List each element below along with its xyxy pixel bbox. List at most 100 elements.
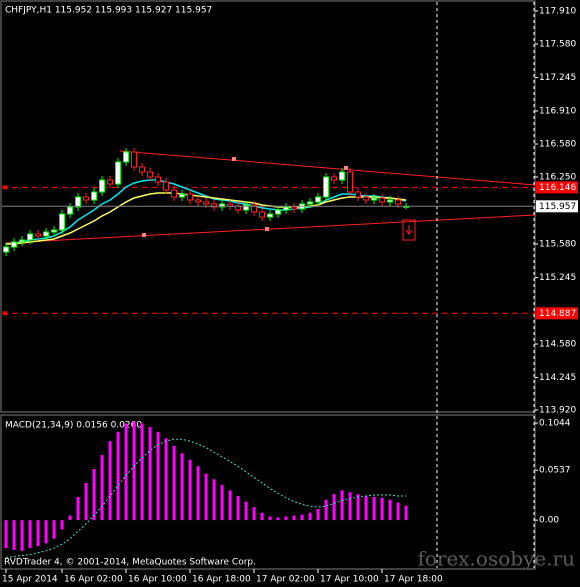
- candle-body: [107, 179, 113, 185]
- macd-bar: [220, 484, 224, 521]
- y-tick-label: 116.910: [539, 107, 576, 117]
- candle-body: [283, 206, 289, 211]
- bid-label-box: [536, 200, 578, 213]
- macd-bar: [372, 496, 376, 521]
- macd-bar: [132, 421, 136, 521]
- macd-bar: [340, 490, 344, 521]
- candle-body: [59, 213, 65, 231]
- candle-body: [315, 196, 321, 203]
- macd-bar: [100, 455, 104, 521]
- candle-body: [203, 201, 209, 205]
- y-tick-label: 115.580: [539, 240, 576, 250]
- level-label-box: [536, 181, 578, 194]
- macd-bar: [308, 512, 312, 521]
- candle-body: [3, 246, 9, 253]
- macd-bar: [4, 520, 8, 549]
- indicator-title: MACD(21,34,9) 0.0156 0.0260: [5, 421, 142, 431]
- macd-bar: [348, 492, 352, 521]
- y-tick-label: 113.920: [539, 406, 576, 416]
- candle-body: [11, 241, 17, 248]
- x-tick-label: 16 Apr 02:00: [64, 575, 123, 585]
- candle-body: [259, 211, 265, 218]
- macd-bar: [236, 495, 240, 521]
- level-label-box: [536, 307, 578, 320]
- macd-pane-border: [0, 414, 536, 570]
- y-tick-label: 115.245: [539, 273, 576, 283]
- trend-anchor: [344, 166, 348, 170]
- macd-bar: [284, 516, 288, 521]
- candle-body: [115, 161, 121, 185]
- y-tick-label: 0.00: [539, 516, 559, 526]
- macd-bar: [188, 459, 192, 521]
- candle-body: [123, 151, 129, 163]
- candle-body: [179, 193, 185, 198]
- candle-body: [363, 196, 369, 201]
- y-tick-label: 117.910: [539, 7, 576, 17]
- macd-bar: [28, 520, 32, 549]
- trend-anchor: [142, 233, 146, 237]
- candle-body: [243, 204, 249, 211]
- level-marker: [3, 185, 7, 190]
- macd-bar: [292, 515, 296, 521]
- x-tick-label: 15 Apr 2014: [2, 575, 58, 585]
- macd-bar: [68, 515, 72, 521]
- x-tick-label: 17 Apr 10:00: [320, 575, 379, 585]
- candle-body: [91, 191, 97, 201]
- candle-body: [307, 201, 313, 205]
- copyright: RVDTrader 4, © 2001-2014, MetaQuotes Sof…: [4, 558, 256, 568]
- candle-body: [163, 181, 169, 191]
- moving-average: [5, 179, 407, 245]
- macd-bar: [92, 469, 96, 521]
- candle-body: [67, 206, 73, 215]
- candle-body: [171, 189, 177, 198]
- y-tick-label: 116.250: [539, 173, 576, 183]
- macd-bar: [60, 520, 64, 530]
- level-label: 114.887: [539, 309, 576, 319]
- x-tick-label: 16 Apr 10:00: [128, 575, 187, 585]
- signal-line: [5, 438, 406, 558]
- candle-body: [219, 203, 225, 208]
- candle-body: [251, 204, 257, 213]
- bid-label: 115.957: [539, 202, 576, 212]
- macd-bar: [124, 423, 128, 521]
- macd-bar: [12, 520, 16, 550]
- candle-body: [355, 191, 361, 198]
- macd-bar: [116, 431, 120, 521]
- candle-body: [35, 233, 41, 237]
- candle-body: [155, 176, 161, 183]
- y-tick-label: 117.580: [539, 40, 576, 50]
- candle-body: [83, 196, 89, 201]
- y-tick-label: 114.580: [539, 340, 576, 350]
- macd-bar: [36, 520, 40, 547]
- candle-body: [139, 166, 145, 173]
- macd-bar: [324, 499, 328, 521]
- moving-average: [6, 192, 407, 245]
- candle-body: [27, 233, 33, 241]
- candle-body: [195, 199, 201, 203]
- macd-bar: [180, 453, 184, 521]
- macd-bar: [76, 496, 80, 521]
- macd-bar: [364, 495, 368, 521]
- macd-bar: [148, 427, 152, 521]
- y-tick-label: 0.1044: [539, 419, 571, 429]
- candle-body: [43, 231, 49, 237]
- macd-bar: [212, 479, 216, 521]
- y-tick-label: 114.245: [539, 373, 576, 383]
- sell-arrow: [405, 225, 413, 235]
- macd-bar: [140, 423, 144, 521]
- macd-bar: [260, 512, 264, 521]
- candle-body: [267, 213, 273, 218]
- macd-bar: [300, 514, 304, 521]
- x-tick-label: 17 Apr 02:00: [256, 575, 315, 585]
- macd-bar: [276, 517, 280, 521]
- level-marker: [3, 311, 7, 316]
- watermark: forex.osobye.ru: [417, 547, 575, 571]
- macd-bar: [44, 520, 48, 544]
- candle-body: [99, 179, 105, 193]
- trend-line: [119, 150, 536, 186]
- trend-anchor: [232, 157, 236, 161]
- candle-body: [187, 193, 193, 201]
- sell-signal-box: [402, 219, 416, 241]
